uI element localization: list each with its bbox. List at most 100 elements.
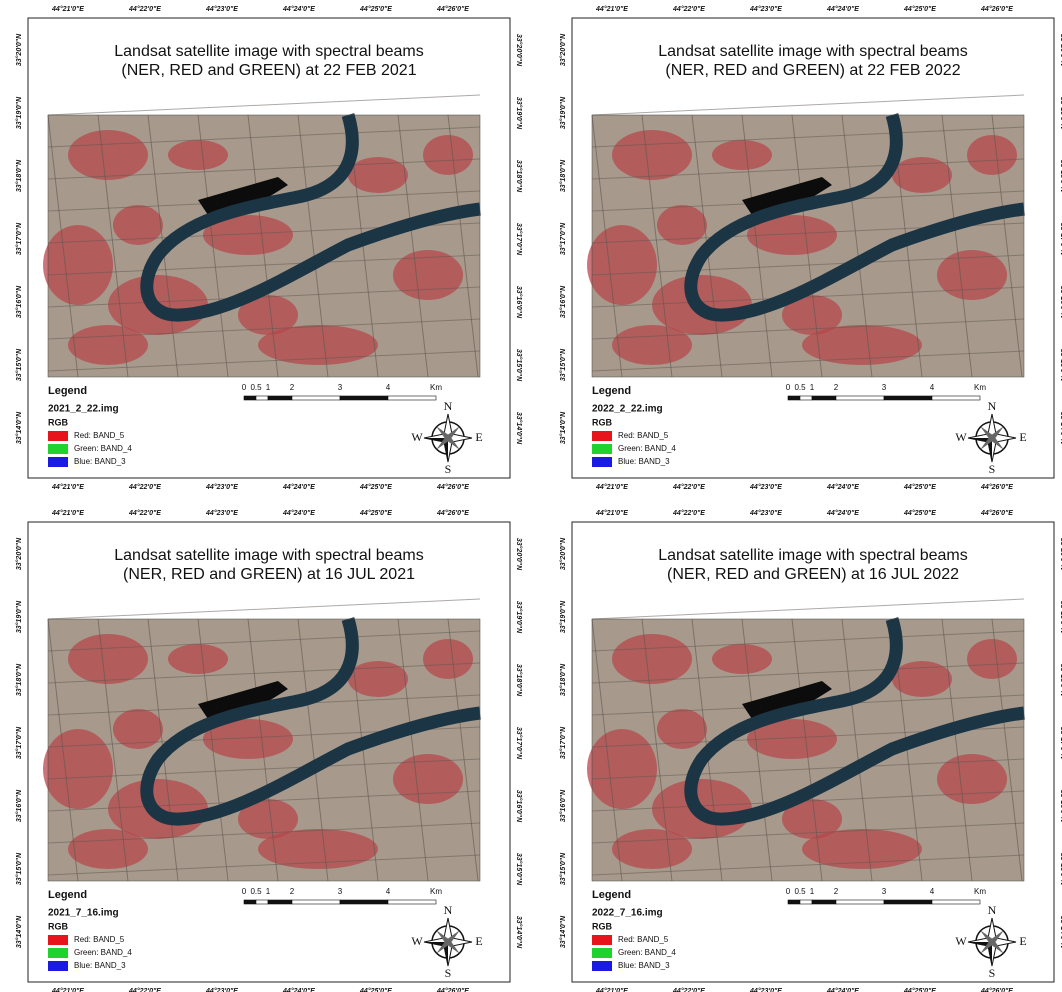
longitude-label: 44°25'0"E — [903, 5, 936, 13]
latitude-label: 33°18'0"N — [15, 663, 23, 696]
scale-label: 3 — [882, 383, 887, 392]
road — [47, 790, 481, 812]
scale-segment — [339, 899, 389, 905]
lake — [742, 681, 832, 719]
road — [397, 114, 429, 378]
vegetation-patch — [892, 157, 952, 193]
longitude-label: 44°26'0"E — [980, 483, 1013, 491]
road — [591, 126, 1025, 148]
scale-label: 0.5 — [794, 887, 806, 896]
compass-s: S — [989, 966, 996, 980]
latitude-label: 33°14'0"N — [559, 411, 567, 444]
latitude-label: 33°14'0"N — [515, 916, 523, 949]
road — [591, 350, 1025, 372]
legend-swatch — [592, 961, 612, 971]
vegetation-patch — [393, 754, 463, 804]
latitude-label: 33°18'0"N — [515, 160, 523, 193]
vegetation-patch — [423, 639, 473, 679]
road — [47, 286, 481, 308]
latitude-label: 33°16'0"N — [559, 789, 567, 822]
latitude-label: 33°20'0"N — [515, 538, 523, 571]
latitude-label: 33°18'0"N — [559, 663, 567, 696]
vegetation-patch — [712, 644, 772, 674]
scale-label: 4 — [386, 887, 391, 896]
scale-label: 2 — [834, 887, 839, 896]
vegetation-patch — [168, 644, 228, 674]
vegetation-patch — [43, 729, 113, 809]
road — [97, 114, 129, 378]
latitude-label: 33°20'0"N — [559, 537, 567, 570]
legend-band: Red: BAND_5 — [74, 431, 125, 440]
road — [47, 318, 481, 340]
legend-rgb: RGB — [48, 417, 69, 427]
scale-segment — [339, 395, 389, 401]
longitude-label: 44°21'0"E — [595, 483, 628, 491]
latitude-label: 33°14'0"N — [15, 411, 23, 444]
road — [591, 598, 1025, 620]
scale-segment — [799, 395, 813, 401]
image-border — [47, 114, 481, 378]
scale-segment — [799, 899, 813, 905]
image-border — [47, 618, 481, 882]
latitude-label: 33°14'0"N — [1059, 916, 1062, 949]
road — [991, 618, 1023, 882]
latitude-label: 33°19'0"N — [1059, 97, 1062, 130]
scale-segment — [243, 395, 257, 401]
longitude-label: 44°22'0"E — [672, 483, 705, 491]
scale-segment — [883, 395, 933, 401]
scale-segment — [787, 899, 801, 905]
road — [297, 114, 329, 378]
scale-label: 2 — [290, 383, 295, 392]
panel-title: (NER, RED and GREEN) at 16 JUL 2021 — [123, 566, 415, 583]
scale-segment — [931, 395, 981, 401]
scale-label: Km — [974, 383, 986, 392]
scale-segment — [883, 899, 933, 905]
longitude-label: 44°24'0"E — [826, 5, 859, 13]
vegetation-patch — [657, 709, 707, 749]
scale-label: 0 — [786, 383, 791, 392]
scale-segment — [291, 899, 341, 905]
road — [297, 618, 329, 882]
latitude-label: 33°15'0"N — [15, 348, 23, 381]
compass-n: N — [444, 903, 453, 917]
road — [941, 618, 973, 882]
latitude-label: 33°19'0"N — [15, 96, 23, 129]
map-panel: 44°21'0"E 44°21'0"E 44°22'0"E 44°22'0"E 44°2… — [15, 509, 523, 992]
river — [140, 113, 481, 322]
legend-rgb: RGB — [48, 921, 69, 931]
legend-band: Blue: BAND_3 — [74, 457, 126, 466]
longitude-label: 44°25'0"E — [903, 509, 936, 517]
vegetation-patch — [967, 639, 1017, 679]
longitude-label: 44°21'0"E — [51, 987, 84, 992]
longitude-label: 44°26'0"E — [436, 987, 469, 992]
vegetation-patch — [612, 325, 692, 365]
road — [47, 758, 481, 780]
latitude-label: 33°15'0"N — [15, 852, 23, 885]
latitude-label: 33°17'0"N — [559, 222, 567, 255]
compass-e: E — [1019, 430, 1026, 444]
road — [991, 114, 1023, 378]
latitude-label: 33°16'0"N — [1059, 286, 1062, 319]
road — [47, 126, 481, 148]
latitude-label: 33°16'0"N — [15, 285, 23, 318]
longitude-label: 44°23'0"E — [749, 483, 782, 491]
longitude-label: 44°23'0"E — [749, 509, 782, 517]
legend-rgb: RGB — [592, 921, 613, 931]
vegetation-patch — [68, 130, 148, 180]
legend-swatch — [592, 935, 612, 945]
map-panel: 44°21'0"E 44°21'0"E 44°22'0"E 44°22'0"E 44°2… — [559, 5, 1062, 491]
scale-label: 2 — [834, 383, 839, 392]
longitude-label: 44°23'0"E — [749, 987, 782, 992]
north-arrow: N S E W — [955, 903, 1026, 980]
longitude-label: 44°24'0"E — [282, 483, 315, 491]
panel-title: Landsat satellite image with spectral be… — [658, 547, 968, 564]
longitude-label: 44°25'0"E — [903, 987, 936, 992]
road — [591, 158, 1025, 180]
road — [47, 350, 481, 372]
road — [447, 114, 479, 378]
legend-swatch — [592, 431, 612, 441]
vegetation-patch — [203, 719, 293, 759]
legend-swatch — [48, 961, 68, 971]
latitude-label: 33°18'0"N — [1059, 664, 1062, 697]
road — [641, 618, 673, 882]
